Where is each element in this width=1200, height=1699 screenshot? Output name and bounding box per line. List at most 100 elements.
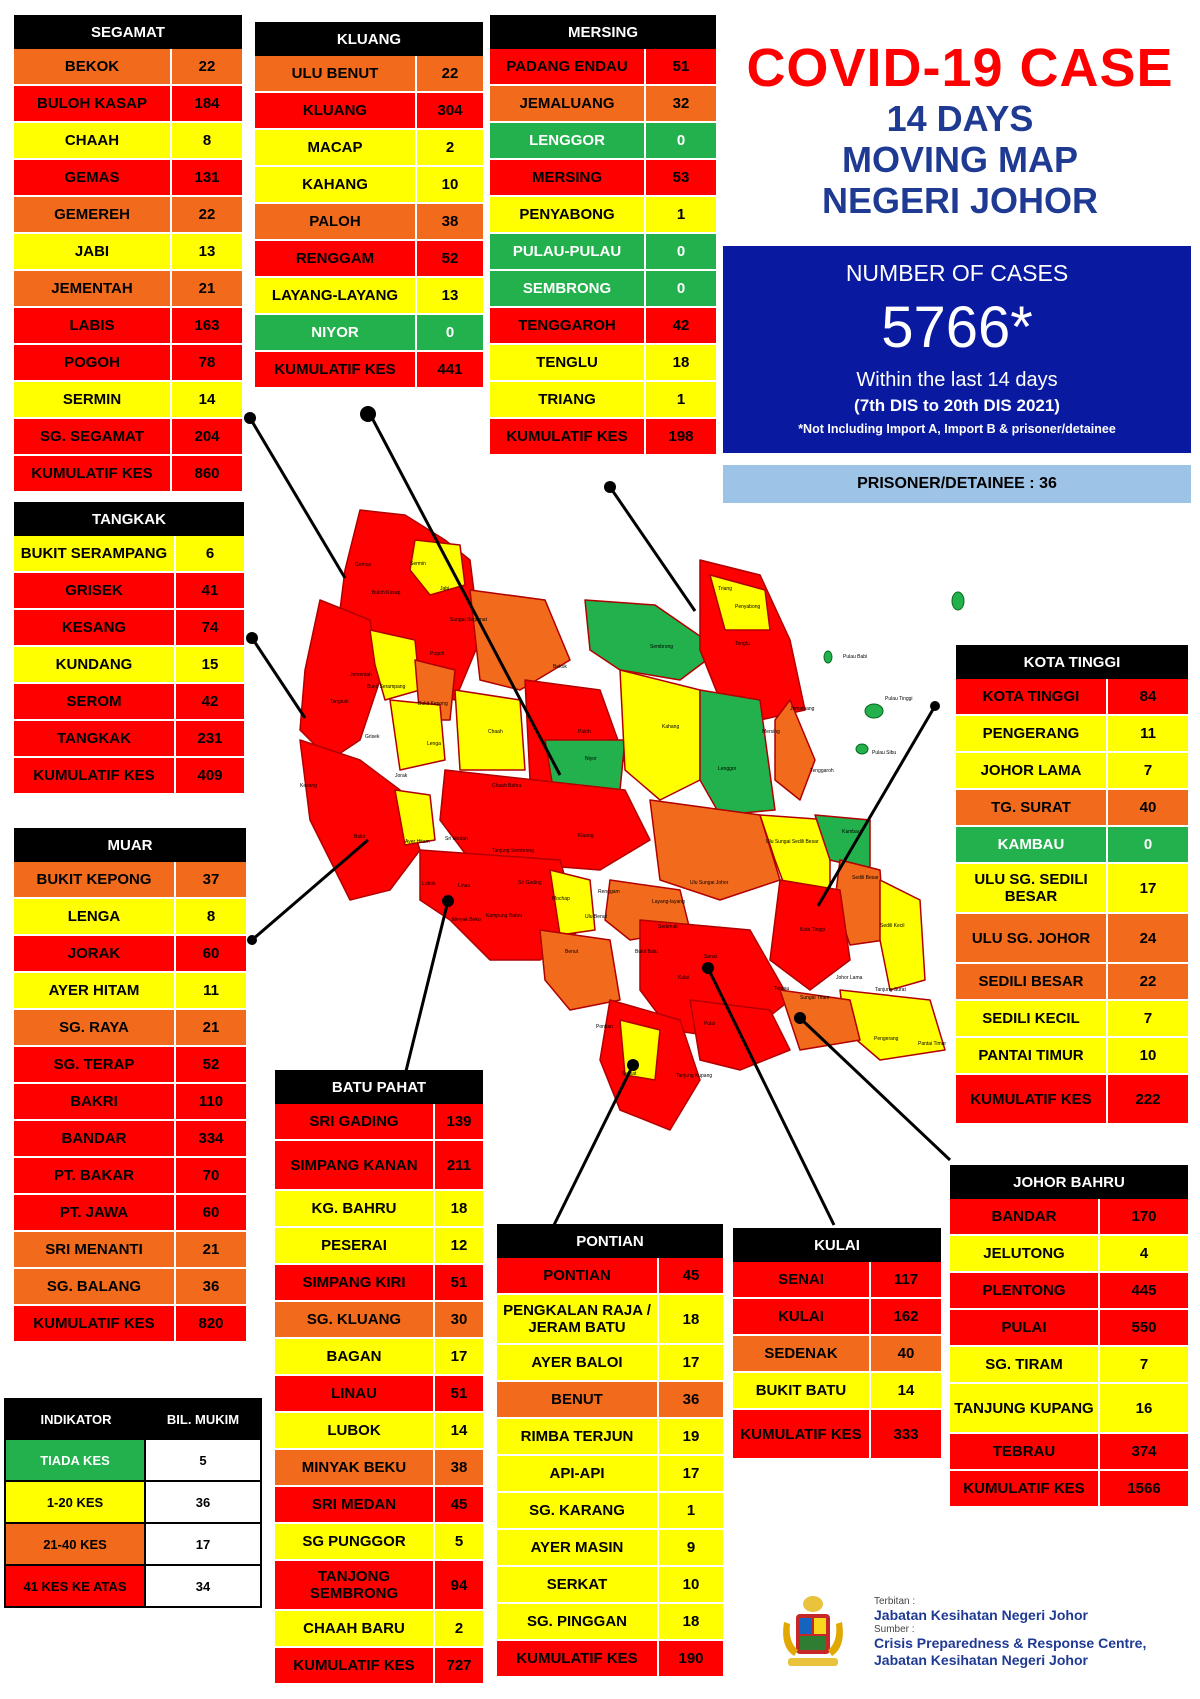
publisher: Jabatan Kesihatan Negeri Johor [874, 1607, 1088, 1623]
mukim-row: LENGGOR 0 [490, 123, 716, 160]
mukim-cases: 51 [450, 1385, 468, 1402]
mukim-name: KUMULATIF KES [950, 1471, 1100, 1506]
mukim-row: PULAI 550 [950, 1310, 1188, 1347]
mukim-cases: 333 [893, 1425, 919, 1443]
mukim-cases: 7 [1139, 1356, 1149, 1373]
mukim-cases: 0 [676, 132, 686, 149]
district-header: BATU PAHAT [275, 1070, 483, 1104]
map-islands [823, 591, 965, 755]
mukim-name: BUKIT BATU [733, 1373, 871, 1408]
panel-kluang: KLUANG ULU BENUT 22 KLUANG 304 MACAP 2 KAHANG 10… [255, 22, 483, 389]
map-region-layang [604, 879, 691, 941]
callout-dot-batu-pahat [442, 895, 454, 907]
callout-dot-segamat [244, 412, 256, 424]
map-region-batu-pahat [419, 849, 581, 961]
mukim-cases: 22 [441, 65, 459, 82]
mukim-row: SENAI 117 [733, 1262, 941, 1299]
pulau-babi-island [951, 591, 965, 611]
mukim-name: BUKIT KEPONG [14, 862, 176, 897]
mukim-row: KUMULATIF KES 222 [956, 1075, 1188, 1125]
map-label: Chaah Bahru [492, 783, 522, 789]
mukim-row: NIYOR 0 [255, 315, 483, 352]
mukim-cases: 36 [682, 1391, 700, 1408]
map-label: Benut [565, 949, 579, 955]
mukim-cases: 45 [682, 1267, 700, 1284]
callout-dots [244, 406, 940, 1071]
mukim-name: TRIANG [490, 382, 646, 417]
mukim-cases: 38 [450, 1459, 468, 1476]
mukim-cases: 17 [682, 1465, 700, 1482]
map-label: Mersing [762, 729, 780, 735]
map-label: Jabi [440, 586, 449, 592]
mukim-cases: 22 [198, 206, 216, 223]
mukim-name: PENGKALAN RAJA / JERAM BATU [497, 1295, 659, 1343]
mukim-row: KAHANG 10 [255, 167, 483, 204]
map-label: Pantai Timur [918, 1041, 946, 1047]
legend-count: 34 [146, 1566, 260, 1606]
mukim-name: KUMULATIF KES [490, 419, 646, 454]
mukim-row: KUNDANG 15 [14, 647, 244, 684]
mukim-name: GRISEK [14, 573, 176, 608]
mukim-cases: 84 [1139, 688, 1157, 705]
mukim-name: SRI GADING [275, 1104, 435, 1139]
map-label: Kluang [578, 833, 594, 839]
legend-header-indicator: INDIKATOR [40, 1411, 112, 1427]
cases-label: NUMBER OF CASES [845, 260, 1069, 286]
mukim-row: RENGGAM 52 [255, 241, 483, 278]
map-label: Senai [704, 954, 717, 960]
mukim-row: JEMALUANG 32 [490, 86, 716, 123]
mukim-name: SEROM [14, 684, 176, 719]
legend-indicator: 21-40 KES [6, 1524, 146, 1564]
mukim-row: SG. KARANG 1 [497, 1493, 723, 1530]
legend-indicator: 1-20 KES [6, 1482, 146, 1522]
map-region-tangkak [299, 599, 381, 761]
map-region-triang [709, 574, 771, 631]
mukim-cases: 131 [194, 169, 220, 186]
panel-segamat: SEGAMAT BEKOK 22 BULOH KASAP 184 CHAAH 8 GEMAS 1… [14, 15, 242, 493]
mukim-row: GEMAS 131 [14, 160, 242, 197]
mukim-row: BANDAR 334 [14, 1121, 246, 1158]
mukim-name: CHAAH [14, 123, 172, 158]
mukim-row: SERMIN 14 [14, 382, 242, 419]
map-label: Kahang [662, 724, 679, 730]
footer: Terbitan : Jabatan Kesihatan Negeri Joho… [778, 1592, 1198, 1692]
mukim-row: MINYAK BEKU 38 [275, 1450, 483, 1487]
mukim-cases: 22 [1139, 973, 1157, 990]
mukim-name: KULAI [733, 1299, 871, 1334]
prisoner-count: PRISONER/DETAINEE : 36 [723, 465, 1191, 503]
mukim-row: PENYABONG 1 [490, 197, 716, 234]
mukim-name: LENGA [14, 899, 176, 934]
mukim-row: API-API 17 [497, 1456, 723, 1493]
mukim-cases: 10 [682, 1576, 700, 1593]
mukim-cases: 94 [450, 1576, 468, 1594]
mukim-name: SEDILI KECIL [956, 1001, 1108, 1036]
mukim-name: SENAI [733, 1262, 871, 1297]
mukim-name: KUMULATIF KES [255, 352, 417, 387]
mukim-cases: 17 [682, 1354, 700, 1371]
district-header: MERSING [490, 15, 716, 49]
map-label: Sermin [410, 561, 426, 567]
mukim-cases: 41 [201, 582, 219, 599]
mukim-row: SEMBRONG 0 [490, 271, 716, 308]
map-label: Chaah [488, 729, 503, 735]
legend-count: 36 [146, 1482, 260, 1522]
map-region-chaah [454, 689, 526, 771]
district-header: JOHOR BAHRU [950, 1165, 1188, 1199]
mukim-cases: 14 [450, 1422, 468, 1439]
cases-period: Within the last 14 days [856, 369, 1058, 391]
mukim-name: BAKRI [14, 1084, 176, 1119]
mukim-name: SG PUNGGOR [275, 1524, 435, 1559]
map-label: Johor Lama [836, 975, 863, 981]
map-label: Kota Tinggi [800, 927, 825, 933]
mukim-row: SRI GADING 139 [275, 1104, 483, 1141]
mukim-row: PONTIAN 45 [497, 1258, 723, 1295]
mukim-name: AYER MASIN [497, 1530, 659, 1565]
mukim-cases: 52 [441, 250, 459, 267]
mukim-cases: 11 [1140, 725, 1156, 742]
map-region-bukit-kepong [414, 659, 456, 721]
mukim-row: KUMULATIF KES 190 [497, 1641, 723, 1678]
mukim-name: RIMBA TERJUN [497, 1419, 659, 1454]
mukim-row: JABI 13 [14, 234, 242, 271]
mukim-cases: 19 [682, 1428, 700, 1445]
panel-kota-tinggi: KOTA TINGGI KOTA TINGGI 84 PENGERANG 11 JOHOR… [956, 645, 1188, 1125]
